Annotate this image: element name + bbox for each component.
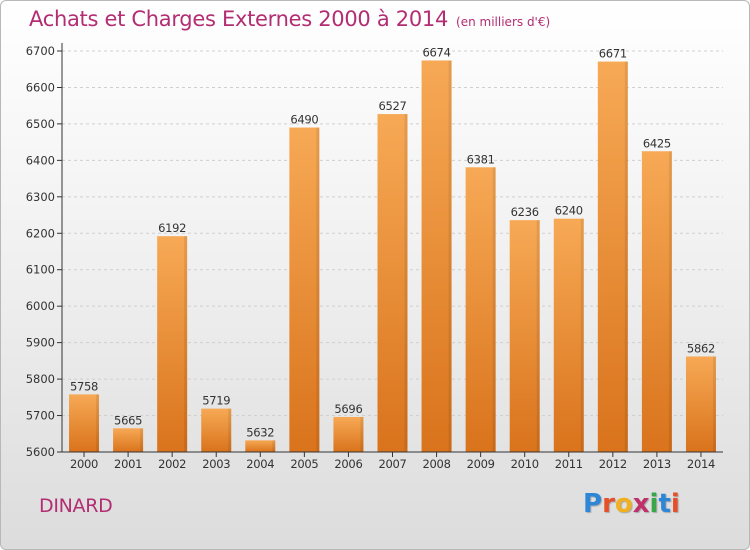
city-name: DINARD xyxy=(39,495,113,517)
x-tick-label: 2014 xyxy=(687,457,715,471)
x-tick-label: 2001 xyxy=(114,457,142,471)
bar xyxy=(685,356,716,452)
logo-letter: P xyxy=(583,489,603,519)
bar xyxy=(157,236,188,452)
data-label: 6671 xyxy=(599,47,627,61)
y-tick-label: 5600 xyxy=(26,445,55,459)
data-label: 5719 xyxy=(202,394,230,408)
bar-shade xyxy=(580,218,584,452)
logo-letter: x xyxy=(632,489,650,519)
y-tick-label: 6700 xyxy=(26,44,55,58)
bars xyxy=(69,60,716,453)
x-tick-label: 2005 xyxy=(290,457,318,471)
bar-shade xyxy=(536,220,540,452)
y-tick-label: 5800 xyxy=(26,372,55,386)
labels: 5600 5700 5800 5900 6000 6100 6200 6300 6400 6500… xyxy=(26,44,716,471)
bar-shade xyxy=(712,356,716,452)
y-tick-label: 6000 xyxy=(26,299,55,313)
bar xyxy=(553,218,584,452)
bar xyxy=(641,151,672,452)
data-label: 6425 xyxy=(643,136,671,150)
bar xyxy=(245,440,276,452)
bar-shade xyxy=(492,167,496,453)
x-tick-label: 2013 xyxy=(643,457,671,471)
bar-shade xyxy=(316,127,320,453)
bar xyxy=(113,428,144,452)
chart-title-main: Achats et Charges Externes 2000 à 2014 xyxy=(29,7,449,31)
data-label: 6240 xyxy=(555,204,583,218)
y-tick-label: 6200 xyxy=(26,226,55,240)
bar xyxy=(333,417,364,452)
axes xyxy=(57,43,723,457)
x-tick-label: 2000 xyxy=(70,457,98,471)
y-tick-label: 5700 xyxy=(26,409,55,423)
bar-shade xyxy=(448,60,452,452)
bar xyxy=(421,60,452,452)
logo-letter: t xyxy=(658,489,671,519)
bar-shade xyxy=(624,61,628,453)
y-tick-label: 6300 xyxy=(26,190,55,204)
logo-letter: r xyxy=(602,489,615,519)
chart-title: Achats et Charges Externes 2000 à 2014 (e… xyxy=(29,7,550,31)
data-label: 5758 xyxy=(70,379,98,393)
x-tick-label: 2007 xyxy=(378,457,406,471)
proxiti-logo: Proxiti xyxy=(583,489,680,519)
data-label: 6236 xyxy=(511,205,539,219)
chart-subtitle: (en milliers d'€) xyxy=(456,15,551,29)
x-tick-label: 2004 xyxy=(246,457,274,471)
y-tick-label: 6500 xyxy=(26,117,55,131)
data-label: 6490 xyxy=(290,113,318,127)
bar-shade xyxy=(184,236,188,452)
y-tick-label: 6600 xyxy=(26,80,55,94)
bar xyxy=(69,394,100,452)
bar-shade xyxy=(96,394,100,452)
x-tick-label: 2009 xyxy=(467,457,495,471)
bar-shade xyxy=(228,408,232,452)
y-tick-label: 5900 xyxy=(26,336,55,350)
x-tick-label: 2008 xyxy=(423,457,451,471)
x-tick-label: 2003 xyxy=(202,457,230,471)
x-tick-label: 2006 xyxy=(334,457,362,471)
x-tick-label: 2012 xyxy=(599,457,627,471)
bar xyxy=(201,408,232,452)
x-tick-label: 2010 xyxy=(511,457,539,471)
data-label: 5632 xyxy=(246,425,274,439)
logo-letter: i xyxy=(670,489,680,519)
bar xyxy=(509,220,540,452)
bar-shade xyxy=(360,417,364,452)
data-label: 6527 xyxy=(378,99,406,113)
data-label: 6381 xyxy=(467,152,495,166)
y-tick-label: 6400 xyxy=(26,153,55,167)
data-label: 5696 xyxy=(334,402,362,416)
data-label: 5665 xyxy=(114,413,142,427)
bar-shade xyxy=(668,151,672,452)
bar xyxy=(289,127,320,453)
bar xyxy=(465,167,496,453)
logo-letter: o xyxy=(614,489,633,519)
bar xyxy=(597,61,628,453)
logo-letter: i xyxy=(649,489,659,519)
y-tick-label: 6100 xyxy=(26,263,55,277)
data-label: 5862 xyxy=(687,341,715,355)
bar xyxy=(377,114,408,453)
bar-shade xyxy=(272,440,276,452)
bar-shade xyxy=(140,428,144,452)
x-tick-label: 2002 xyxy=(158,457,186,471)
bar-shade xyxy=(404,114,408,453)
x-tick-label: 2011 xyxy=(555,457,583,471)
data-label: 6674 xyxy=(423,45,451,59)
data-label: 6192 xyxy=(158,221,186,235)
